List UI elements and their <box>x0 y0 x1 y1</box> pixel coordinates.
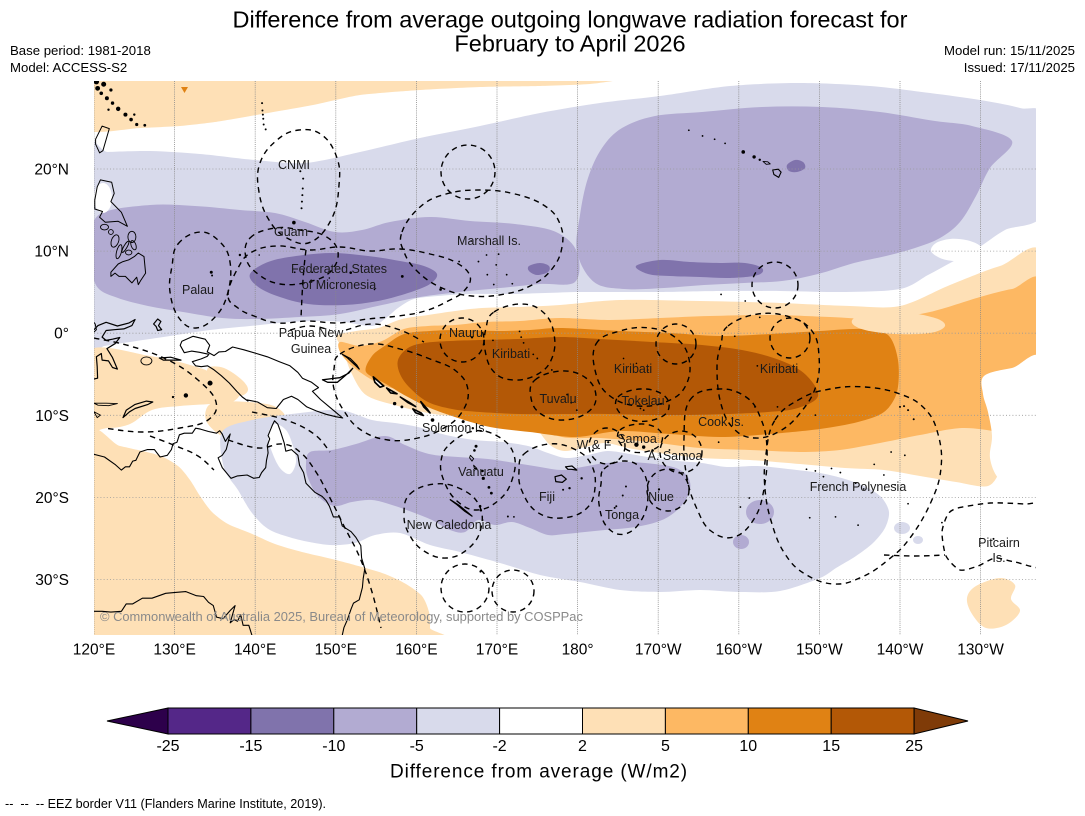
svg-text:15: 15 <box>822 738 840 755</box>
svg-text:CNMI: CNMI <box>278 158 310 172</box>
svg-text:140°W: 140°W <box>877 642 924 659</box>
svg-text:February to April 2026: February to April 2026 <box>454 31 685 57</box>
svg-text:180°: 180° <box>562 642 594 659</box>
svg-text:Federated States: Federated States <box>291 262 387 276</box>
svg-text:Guinea: Guinea <box>291 342 331 356</box>
svg-text:140°E: 140°E <box>234 642 276 659</box>
svg-text:Kiribati: Kiribati <box>492 347 530 361</box>
svg-text:Nauru: Nauru <box>449 326 483 340</box>
svg-text:-15: -15 <box>239 738 262 755</box>
svg-text:150°W: 150°W <box>796 642 843 659</box>
svg-text:-10: -10 <box>322 738 345 755</box>
svg-text:10: 10 <box>739 738 757 755</box>
svg-text:Issued: 17/11/2025: Issued: 17/11/2025 <box>964 60 1075 75</box>
svg-text:-5: -5 <box>410 738 424 755</box>
svg-text:10°N: 10°N <box>34 244 69 261</box>
svg-text:Base period: 1981-2018: Base period: 1981-2018 <box>10 43 151 58</box>
svg-text:Solomon Is.: Solomon Is. <box>422 421 488 435</box>
svg-text:Model: ACCESS-S2: Model: ACCESS-S2 <box>10 60 127 75</box>
svg-text:-2: -2 <box>492 738 506 755</box>
svg-text:Is.: Is. <box>992 551 1005 565</box>
svg-text:10°S: 10°S <box>35 408 69 425</box>
svg-text:160°W: 160°W <box>715 642 762 659</box>
svg-text:20°S: 20°S <box>35 490 69 507</box>
svg-text:170°W: 170°W <box>635 642 682 659</box>
svg-text:Marshall Is.: Marshall Is. <box>457 234 521 248</box>
svg-text:Difference from average outgoi: Difference from average outgoing longwav… <box>233 7 908 33</box>
svg-text:French Polynesia: French Polynesia <box>810 480 907 494</box>
svg-text:Samoa: Samoa <box>617 432 657 446</box>
svg-text:2: 2 <box>578 738 587 755</box>
svg-text:25: 25 <box>905 738 923 755</box>
svg-text:120°E: 120°E <box>73 642 115 659</box>
svg-text:5: 5 <box>661 738 670 755</box>
svg-text:Kiribati: Kiribati <box>760 362 798 376</box>
svg-text:Tonga: Tonga <box>605 508 639 522</box>
svg-text:150°E: 150°E <box>315 642 357 659</box>
svg-text:Vanuatu: Vanuatu <box>458 465 504 479</box>
svg-text:Fiji: Fiji <box>539 490 555 504</box>
svg-text:Tokelau: Tokelau <box>621 394 664 408</box>
svg-text:Palau: Palau <box>182 283 214 297</box>
svg-text:30°S: 30°S <box>35 572 69 589</box>
svg-text:170°E: 170°E <box>476 642 518 659</box>
svg-text:Niue: Niue <box>648 490 674 504</box>
svg-text:0°: 0° <box>54 326 69 343</box>
svg-text:W & F: W & F <box>577 438 612 452</box>
svg-text:Difference from average (W/m2): Difference from average (W/m2) <box>390 762 688 783</box>
svg-text:A. Samoa: A. Samoa <box>648 449 703 463</box>
svg-text:160°E: 160°E <box>395 642 437 659</box>
svg-text:130°E: 130°E <box>153 642 195 659</box>
svg-text:20°N: 20°N <box>34 162 69 179</box>
svg-text:Model run: 15/11/2025: Model run: 15/11/2025 <box>944 43 1075 58</box>
svg-text:Kiribati: Kiribati <box>614 362 652 376</box>
svg-text:-25: -25 <box>156 738 179 755</box>
svg-text:© Commonwealth of Australia 20: © Commonwealth of Australia 2025, Bureau… <box>100 609 583 624</box>
svg-text:Cook Is.: Cook Is. <box>698 415 744 429</box>
svg-text:New Caledonia: New Caledonia <box>407 518 492 532</box>
svg-text:of Micronesia: of Micronesia <box>302 278 376 292</box>
svg-text:Tuvalu: Tuvalu <box>539 392 576 406</box>
svg-text:-- -- -- EEZ border V11 (Fla: -- -- -- EEZ border V11 (Flanders Marine… <box>5 797 326 811</box>
svg-text:Papua New: Papua New <box>279 326 345 340</box>
svg-text:Guam: Guam <box>274 225 308 239</box>
svg-text:130°W: 130°W <box>957 642 1004 659</box>
svg-text:Pitcairn: Pitcairn <box>978 536 1020 550</box>
